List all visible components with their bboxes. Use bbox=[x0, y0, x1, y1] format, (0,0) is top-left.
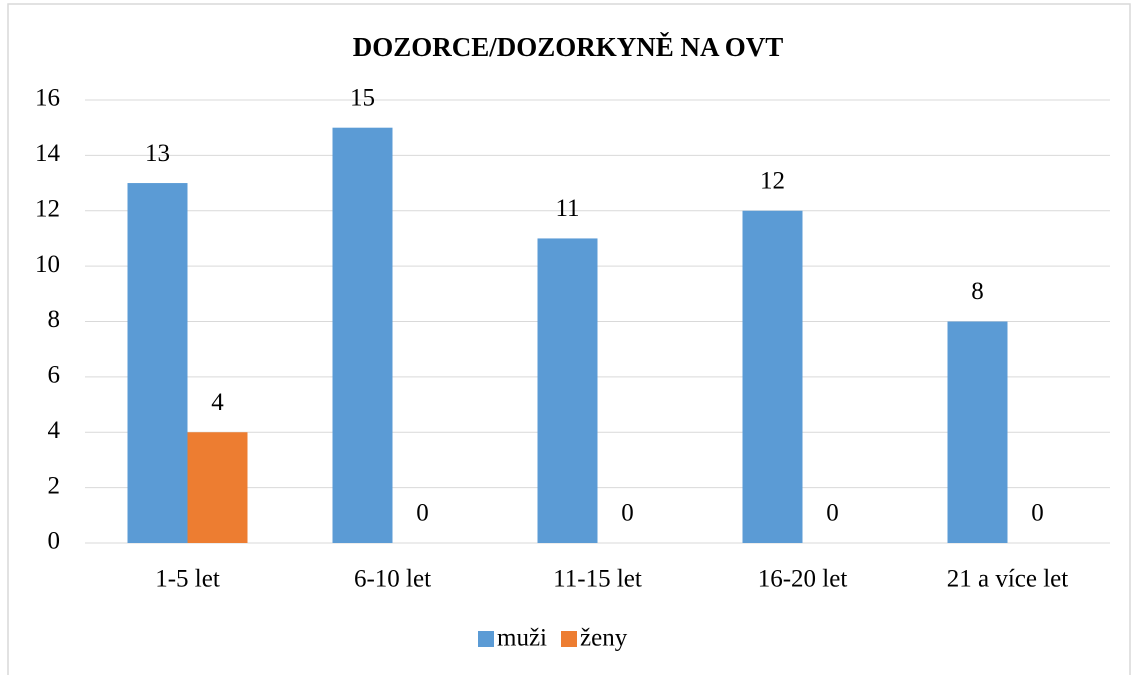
y-tick-label: 0 bbox=[48, 528, 61, 555]
data-label: 15 bbox=[350, 84, 375, 111]
x-tick-label: 1-5 let bbox=[155, 566, 220, 593]
data-label: 0 bbox=[416, 500, 429, 527]
data-label: 8 bbox=[971, 278, 984, 305]
y-tick-label: 6 bbox=[48, 362, 61, 389]
data-label: 11 bbox=[555, 195, 579, 222]
data-label: 0 bbox=[621, 500, 634, 527]
x-tick-label: 16-20 let bbox=[758, 566, 848, 593]
chart-title: DOZORCE/DOZORKYNĚ NA OVT bbox=[353, 32, 784, 62]
y-tick-label: 4 bbox=[48, 417, 61, 444]
data-label: 0 bbox=[826, 500, 839, 527]
chart-border bbox=[7, 3, 1131, 675]
data-label: 4 bbox=[211, 389, 224, 416]
y-tick-label: 8 bbox=[48, 306, 61, 333]
legend-swatch bbox=[478, 631, 494, 647]
data-label: 12 bbox=[760, 167, 785, 194]
bar bbox=[332, 127, 393, 543]
bar bbox=[127, 183, 188, 543]
legend-label: ženy bbox=[580, 625, 628, 652]
legend-label: muži bbox=[497, 625, 547, 652]
y-tick-label: 12 bbox=[35, 195, 60, 222]
bar bbox=[742, 210, 803, 543]
x-tick-label: 6-10 let bbox=[354, 566, 431, 593]
bar bbox=[947, 321, 1008, 543]
legend-swatch bbox=[561, 631, 577, 647]
x-tick-label: 21 a více let bbox=[947, 566, 1069, 593]
bar bbox=[537, 238, 598, 543]
y-tick-label: 16 bbox=[35, 85, 60, 112]
data-label: 0 bbox=[1031, 500, 1044, 527]
bar bbox=[187, 432, 248, 543]
y-tick-label: 14 bbox=[35, 140, 61, 167]
y-tick-label: 2 bbox=[48, 472, 61, 499]
data-label: 13 bbox=[145, 140, 170, 167]
y-tick-label: 10 bbox=[35, 251, 60, 278]
x-tick-label: 11-15 let bbox=[553, 566, 642, 593]
